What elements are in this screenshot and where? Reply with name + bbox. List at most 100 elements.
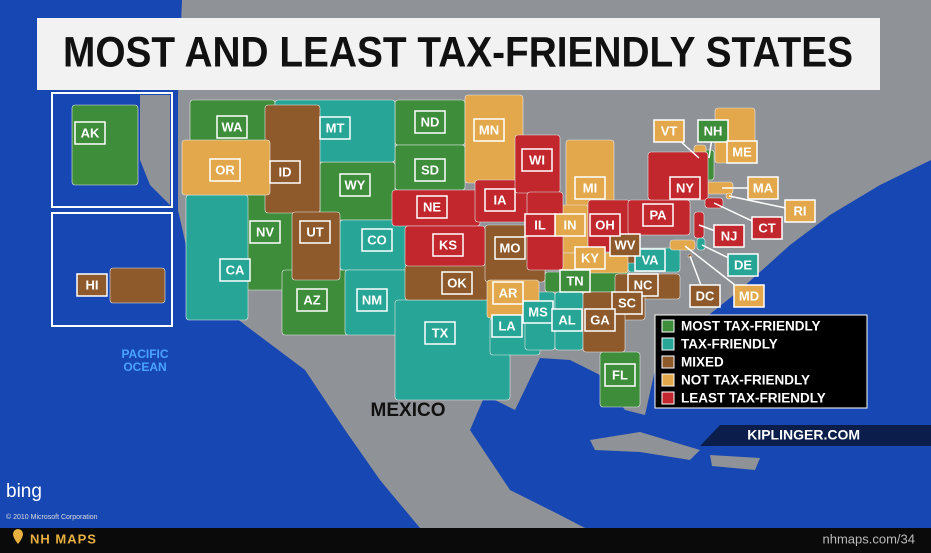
title-band <box>37 18 880 90</box>
state-label: VT <box>661 123 678 138</box>
source: KIPLINGER.COM <box>747 427 860 443</box>
state-label-box <box>784 199 816 223</box>
state-label-box <box>589 213 621 237</box>
state-label: CA <box>226 262 245 277</box>
state-area <box>185 194 249 321</box>
island <box>710 455 760 470</box>
state-label: AZ <box>303 292 320 307</box>
state-label-box <box>653 119 685 143</box>
state-label: DE <box>734 257 752 272</box>
legend-label: LEAST TAX-FRIENDLY <box>681 391 826 406</box>
source-band <box>700 425 931 446</box>
ocean-label-box: PACIFIC OCEAN <box>121 348 169 374</box>
state-label: MA <box>753 180 774 195</box>
legend: MOST TAX-FRIENDLY TAX-FRIENDLY MIXED NOT TA… <box>654 314 868 409</box>
legend-box <box>654 314 868 409</box>
state-label: IA <box>494 192 508 207</box>
state-label: ID <box>279 164 292 179</box>
state-label-box <box>74 121 106 145</box>
state-area <box>696 237 706 251</box>
state-label-box <box>269 160 301 184</box>
state-label-box <box>319 116 351 140</box>
state-label: ND <box>421 114 440 129</box>
state-label: RI <box>794 203 807 218</box>
state-label: MS <box>528 304 548 319</box>
state-label-box <box>209 158 241 182</box>
state-label-box <box>416 195 448 219</box>
state-label: NV <box>256 224 274 239</box>
state-label-box <box>642 203 674 227</box>
state-label-box <box>424 321 456 345</box>
provider: bing <box>6 481 42 502</box>
state-label: LA <box>498 318 516 333</box>
legend-swatch <box>661 319 675 333</box>
state-label: FL <box>612 367 628 382</box>
legend-label: MOST TAX-FRIENDLY <box>681 319 821 334</box>
legend-swatch <box>661 355 675 369</box>
state-label: NC <box>634 277 653 292</box>
state-label-box <box>76 273 108 297</box>
state-labels: AK WA ND SD WY NV AZ NH TN FL MT CA CO NM TX LA MS AL VA DE… <box>74 110 816 387</box>
footer-brand: NH MAPS <box>30 531 97 546</box>
state-label: CT <box>758 220 775 235</box>
state-label: WV <box>615 237 636 252</box>
footer-url: nhmaps.com/34 <box>823 531 916 546</box>
state-label: OH <box>595 217 615 232</box>
state-label: AR <box>499 285 518 300</box>
state-label: WY <box>345 177 366 192</box>
state-label-box <box>219 258 251 282</box>
state-label: SC <box>618 295 637 310</box>
state-label: MI <box>583 180 597 195</box>
state-label-box <box>432 233 464 257</box>
state-label: VA <box>641 252 659 267</box>
state-label: TX <box>432 325 449 340</box>
state-label-box <box>627 273 659 297</box>
state-label: KY <box>581 250 599 265</box>
legend-label: TAX-FRIENDLY <box>681 337 778 352</box>
legend-label: MIXED <box>681 355 724 370</box>
state-label-box <box>751 216 783 240</box>
state-label-box <box>551 308 583 332</box>
state-label: AK <box>81 125 100 140</box>
state-label: HI <box>86 277 99 292</box>
state-label: NJ <box>721 228 738 243</box>
state-label-box <box>689 284 721 308</box>
state-label-box <box>733 284 765 308</box>
state-label: AL <box>558 312 575 327</box>
footer-bar <box>0 528 931 553</box>
state-label: UT <box>306 224 323 239</box>
state-label: MT <box>326 120 345 135</box>
state-label: MN <box>479 122 499 137</box>
state-label-box <box>361 228 393 252</box>
state-label: PA <box>649 207 667 222</box>
state-label-box <box>727 253 759 277</box>
state-area <box>669 239 696 251</box>
state-label: WI <box>529 152 545 167</box>
state-area <box>109 267 166 304</box>
state-label: OK <box>447 275 467 290</box>
state-label-box <box>473 118 505 142</box>
state-label-box <box>713 224 745 248</box>
copyright: © 2010 Microsoft Corporation <box>6 513 98 521</box>
state-label-box <box>524 213 556 237</box>
state-label-box <box>521 148 553 172</box>
legend-swatch <box>661 391 675 405</box>
state-label: NH <box>704 123 723 138</box>
state-label-box <box>494 236 526 260</box>
state-label: DC <box>696 288 715 303</box>
state-label-box <box>296 288 328 312</box>
state-label-box <box>249 220 281 244</box>
state-area <box>71 104 139 186</box>
state-label: ME <box>732 144 752 159</box>
state-label-box <box>414 110 446 134</box>
state-label-box <box>339 173 371 197</box>
title: MOST AND LEAST TAX-FRIENDLY STATES <box>63 28 853 76</box>
state-label-box <box>747 176 779 200</box>
state-label: SD <box>421 162 439 177</box>
state-label-box <box>484 188 516 212</box>
state-label: OR <box>215 162 235 177</box>
state-label-box <box>669 176 701 200</box>
ocean-label: PACIFIC OCEAN <box>121 348 169 374</box>
state-label-box <box>697 119 729 143</box>
